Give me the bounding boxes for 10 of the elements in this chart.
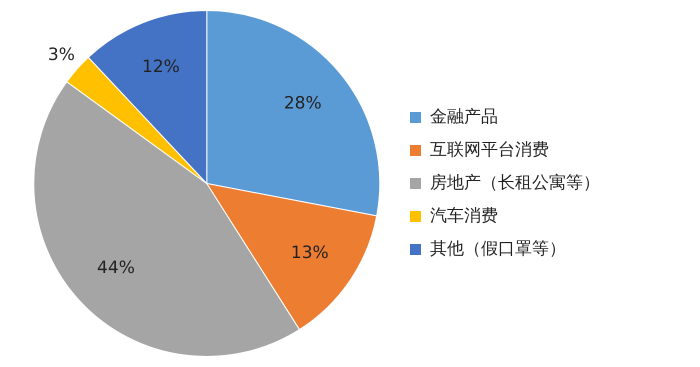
legend-label: 其他（假口罩等） xyxy=(430,238,566,259)
data-label: 13% xyxy=(290,242,329,263)
legend-label: 房地产（长租公寓等） xyxy=(430,172,600,193)
data-label: 44% xyxy=(97,258,135,278)
legend-label: 汽车消费 xyxy=(430,206,498,226)
data-label: 12% xyxy=(142,57,180,78)
data-label: 28% xyxy=(284,94,322,114)
legend-label: 金融产品 xyxy=(430,106,498,127)
data-label: 3% xyxy=(48,44,75,65)
legend-label: 互联网平台消费 xyxy=(430,140,549,160)
